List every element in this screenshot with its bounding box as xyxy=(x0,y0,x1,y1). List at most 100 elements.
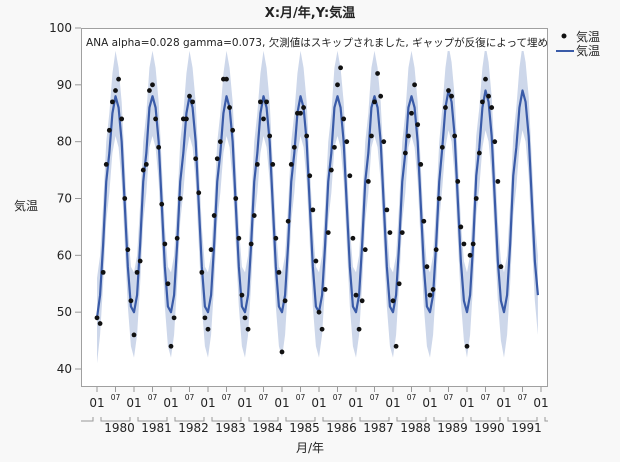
observed-point xyxy=(406,133,411,139)
observed-point xyxy=(140,167,146,173)
observed-point xyxy=(208,247,214,253)
observed-point xyxy=(436,196,442,201)
observed-point xyxy=(279,349,285,355)
x-tick-label: 01 xyxy=(422,396,437,410)
observed-point xyxy=(359,298,365,304)
observed-point xyxy=(486,93,491,99)
observed-point xyxy=(498,264,504,270)
observed-point xyxy=(344,139,350,145)
observed-point xyxy=(248,241,254,247)
observed-point xyxy=(449,93,454,99)
y-axis-label: 気温 xyxy=(14,198,38,213)
x-tick-label: 07 xyxy=(259,393,269,402)
legend-label-points: 気温 xyxy=(576,29,600,44)
observed-point xyxy=(430,287,436,292)
observed-point xyxy=(187,93,192,99)
observed-point xyxy=(402,150,408,156)
observed-point xyxy=(282,298,288,304)
observed-point xyxy=(433,247,439,253)
observed-point xyxy=(480,99,485,105)
year-label: 1983 xyxy=(215,421,246,435)
year-label: 1987 xyxy=(363,421,394,435)
observed-point xyxy=(153,116,158,122)
observed-point xyxy=(399,230,405,236)
observed-point xyxy=(335,82,340,88)
observed-point xyxy=(489,105,495,110)
observed-point xyxy=(381,139,387,145)
observed-point xyxy=(446,88,451,93)
y-tick-label: 50 xyxy=(57,305,72,319)
observed-point xyxy=(113,88,118,93)
observed-point xyxy=(387,230,393,236)
year-label: 1990 xyxy=(474,421,505,435)
year-label: 1988 xyxy=(400,421,431,435)
observed-point xyxy=(245,326,251,332)
x-tick-label: 07 xyxy=(296,393,306,402)
observed-point xyxy=(421,218,427,224)
legend-dot-marker xyxy=(561,33,567,39)
observed-point xyxy=(199,269,205,275)
observed-point xyxy=(211,213,217,218)
observed-point xyxy=(285,218,291,224)
observed-point xyxy=(261,116,266,122)
year-label: 1991 xyxy=(511,421,542,435)
observed-point xyxy=(443,105,448,110)
observed-point xyxy=(288,162,294,167)
x-tick-label: 07 xyxy=(444,393,454,402)
observed-point xyxy=(242,315,248,321)
observed-point xyxy=(276,269,282,275)
observed-point xyxy=(147,88,152,93)
year-bracket xyxy=(248,417,279,422)
year-bracket xyxy=(100,417,131,422)
year-bracket xyxy=(174,417,205,422)
year-bracket xyxy=(433,417,464,422)
year-label: 1982 xyxy=(178,421,209,435)
observed-point xyxy=(174,235,180,241)
x-tick-label: 01 xyxy=(496,396,511,410)
observed-point xyxy=(298,110,303,116)
y-tick-label: 70 xyxy=(57,192,72,206)
observed-point xyxy=(316,309,322,315)
observed-point xyxy=(106,127,112,133)
observed-point xyxy=(458,224,464,230)
observed-point xyxy=(190,99,195,105)
observed-point xyxy=(239,292,245,298)
x-tick-label: 01 xyxy=(89,396,104,410)
observed-point xyxy=(341,116,347,122)
observed-point xyxy=(356,326,362,332)
observed-point xyxy=(347,173,353,179)
observed-point xyxy=(230,127,236,133)
x-tick-label: 07 xyxy=(148,393,158,402)
observed-point xyxy=(150,82,155,88)
observed-point xyxy=(467,252,473,258)
year-bracket xyxy=(507,417,538,422)
x-tick-label: 07 xyxy=(185,393,195,402)
observed-point xyxy=(461,241,467,247)
x-tick-label: 07 xyxy=(222,393,232,402)
observed-point xyxy=(412,82,417,88)
observed-point xyxy=(424,264,430,270)
forecast-line xyxy=(95,89,540,318)
observed-point xyxy=(131,332,137,338)
x-tick-label: 07 xyxy=(370,393,380,402)
observed-point xyxy=(227,105,232,110)
observed-point xyxy=(384,207,390,213)
x-tick-label: 07 xyxy=(111,393,121,402)
observed-point xyxy=(390,298,396,304)
observed-point xyxy=(369,133,374,139)
observed-point xyxy=(301,105,306,110)
observed-point xyxy=(473,196,479,201)
year-label: 1989 xyxy=(437,421,468,435)
legend-label-line: 気温 xyxy=(576,43,600,58)
observed-point xyxy=(171,315,177,321)
observed-point xyxy=(264,99,269,105)
x-tick-label: 01 xyxy=(311,396,326,410)
x-tick-label: 01 xyxy=(126,396,141,410)
year-bracket xyxy=(285,417,316,422)
x-tick-label: 07 xyxy=(333,393,343,402)
legend[interactable]: 気温 気温 xyxy=(556,29,600,58)
observed-point xyxy=(110,99,115,105)
observed-point xyxy=(214,156,220,162)
